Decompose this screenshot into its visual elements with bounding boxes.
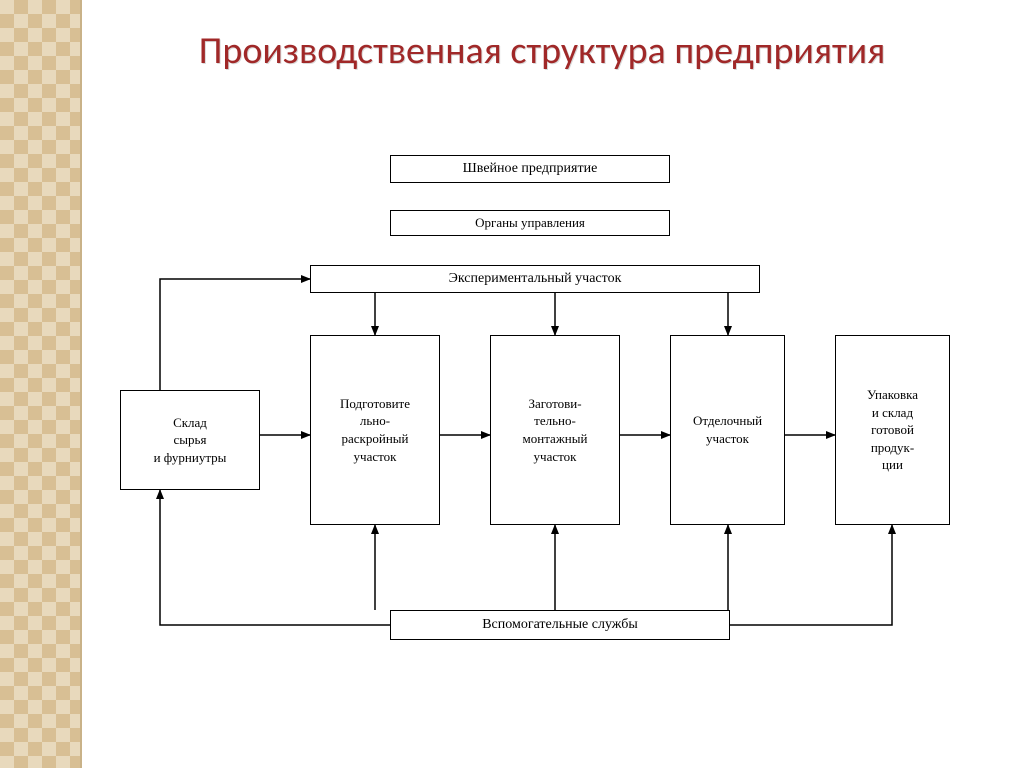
edge-7 — [160, 279, 310, 390]
node-podg: Подготовительно-раскройныйучасток — [310, 335, 440, 525]
edge-12 — [730, 525, 892, 625]
flowchart-diagram: Швейное предприятие Органы управления Эксп… — [100, 155, 980, 715]
node-otdel: Отделочныйучасток — [670, 335, 785, 525]
node-upak: Упаковкаи складготовойпродук-ции — [835, 335, 950, 525]
node-mgmt: Органы управления — [390, 210, 670, 236]
node-sklad: Складсырьяи фурниутры — [120, 390, 260, 490]
slide: Производственная структура предприятия Ш… — [0, 0, 1024, 768]
node-exp: Экспериментальный участок — [310, 265, 760, 293]
slide-title: Производственная структура предприятия — [100, 28, 984, 76]
node-vspom: Вспомогательные службы — [390, 610, 730, 640]
node-top: Швейное предприятие — [390, 155, 670, 183]
sidebar-texture — [0, 0, 82, 768]
node-zagot: Заготови-тельно-монтажныйучасток — [490, 335, 620, 525]
